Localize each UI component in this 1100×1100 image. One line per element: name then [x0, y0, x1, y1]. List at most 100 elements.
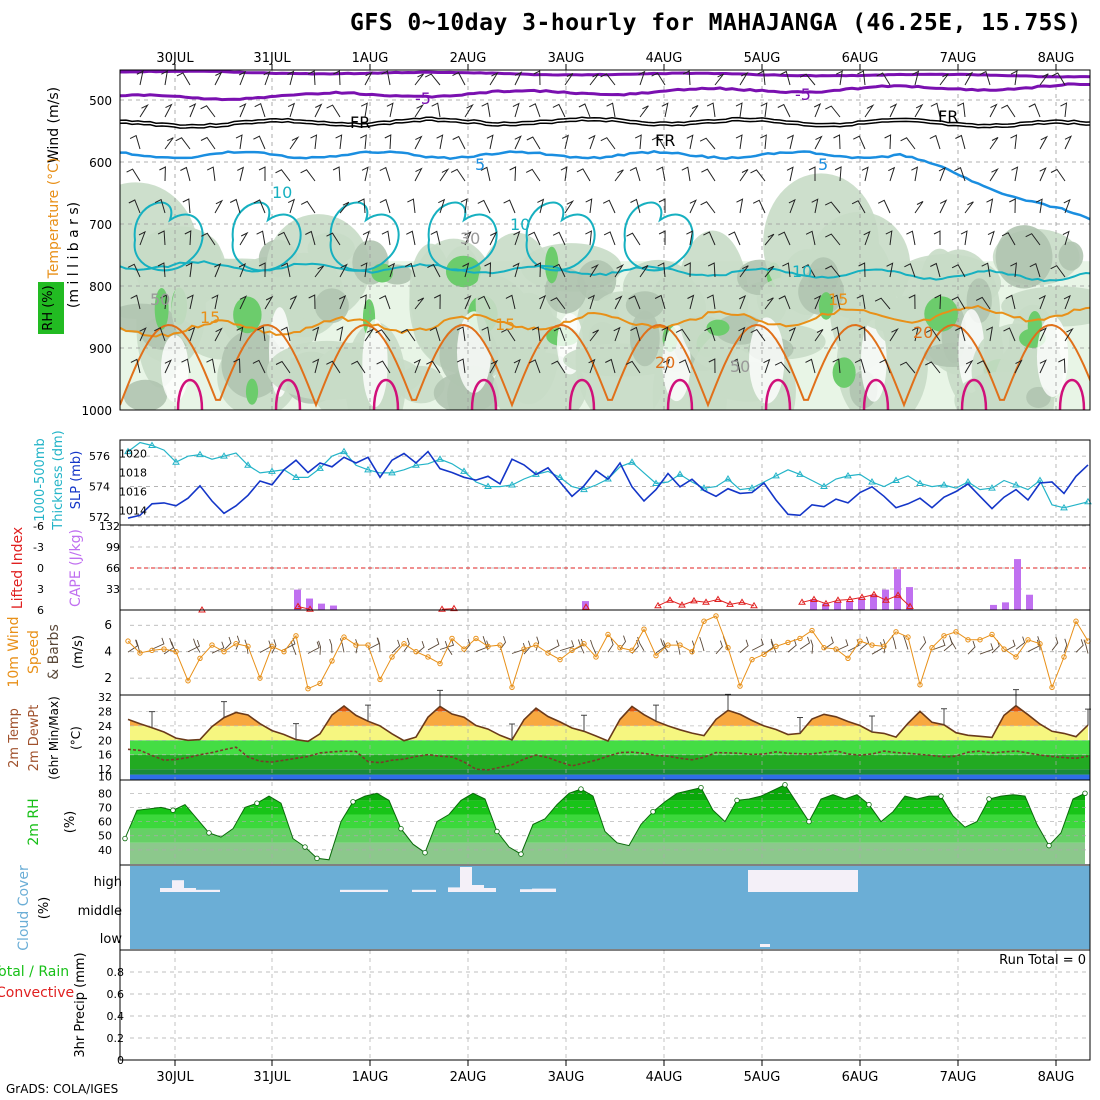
cape-bar: [1002, 602, 1009, 610]
wind-barb: [258, 262, 266, 278]
li-marker: [666, 596, 674, 603]
date-label-bottom: 1AUG: [352, 1070, 389, 1085]
wind-barb: [587, 294, 595, 310]
wind-barb: [814, 295, 822, 310]
cloud-high-gap: [424, 889, 436, 892]
contour-label: 50: [730, 357, 750, 376]
wind10m-marker: [845, 655, 851, 661]
wind10m-marker: [149, 647, 155, 654]
wind-barb: [238, 70, 247, 86]
li-segment: [813, 599, 827, 605]
contour-p10-cell: [623, 201, 694, 272]
wind10m-marker: [581, 641, 587, 647]
wind-barb: [257, 326, 266, 342]
date-label-top: 4AUG: [646, 51, 683, 66]
wind10m-marker: [125, 638, 131, 644]
wind-label-unit: (m/s): [71, 635, 86, 669]
wind-barb: [739, 169, 749, 182]
wind-barb: [157, 230, 166, 246]
wind-barb: [180, 166, 191, 182]
cloud-high-gap: [196, 889, 208, 892]
wind-barb: [139, 103, 149, 118]
wind10m-marker: [293, 633, 299, 639]
date-label-top: 7AUG: [940, 51, 977, 66]
wind10m-marker: [929, 645, 935, 651]
wind10m-marker: [209, 642, 215, 648]
wind-barb: [786, 166, 794, 182]
wind-barb: [513, 230, 521, 246]
rh-band: [130, 828, 1085, 843]
wind10m-barb: [169, 638, 177, 653]
contour-p25: [470, 378, 498, 410]
wind-barb: [675, 328, 691, 342]
thickness-marker: [1060, 503, 1068, 511]
wind-barb: [564, 200, 575, 214]
date-label-bottom: 2AUG: [450, 1070, 487, 1085]
wind-barb: [934, 294, 942, 310]
wind-barb: [1005, 294, 1016, 310]
wind-barb: [752, 199, 766, 214]
wind10m-marker: [725, 645, 731, 651]
wind10m-marker: [737, 683, 743, 689]
wind-barb: [854, 358, 866, 374]
rh-shade-blob: [314, 288, 349, 324]
wind-barb: [656, 166, 666, 182]
cape-bar: [846, 601, 853, 610]
wind10m-barb: [307, 641, 320, 654]
li-tick: -3: [33, 541, 44, 554]
wind-barb: [960, 230, 968, 246]
wind-label-2: Speed: [26, 630, 42, 674]
wind-barb: [414, 167, 423, 182]
wind10m-barb: [535, 636, 540, 651]
rh2m-marker: [578, 786, 584, 792]
wind-barb: [477, 295, 491, 310]
wind-barb: [361, 166, 369, 182]
contour-m5: [120, 82, 1090, 102]
panel-frames: [119, 64, 1091, 1066]
wind-barb: [603, 231, 616, 246]
cloud-high-gap: [160, 888, 172, 892]
wind-barb: [704, 326, 716, 342]
cape-bar: [822, 603, 829, 610]
wind-barb: [951, 296, 966, 310]
wind-barb: [1038, 294, 1046, 310]
wind10m-marker: [785, 639, 791, 646]
wind-barb: [206, 358, 216, 374]
wind-barb: [214, 71, 223, 86]
thickness-marker: [172, 458, 180, 465]
cape-bar: [894, 569, 901, 610]
cloud-high-gap: [412, 889, 424, 892]
wind10m-marker: [833, 646, 839, 652]
wind-barb: [811, 198, 819, 214]
wind-barb: [236, 326, 244, 342]
wind-barb: [289, 295, 298, 310]
wind-barb: [335, 134, 343, 150]
contour-p25: [666, 378, 694, 410]
wind-barb: [739, 265, 749, 278]
rh2m-marker: [350, 799, 356, 805]
contour-p10-cell: [427, 201, 498, 272]
temp-label-4: (°C): [69, 726, 83, 750]
wind-barb: [576, 168, 591, 182]
li-marker: [306, 605, 314, 612]
upper-ytick: 700: [89, 218, 112, 232]
wind10m-marker: [533, 642, 539, 648]
wind10m-marker: [917, 682, 923, 688]
wind-barb: [489, 71, 499, 86]
wind-barb: [863, 230, 871, 246]
wind10m-marker: [485, 643, 491, 650]
wind-barb: [728, 231, 741, 246]
wind-tick: 6: [104, 618, 112, 632]
rh2m-marker: [254, 800, 260, 806]
wind10m-marker: [1049, 684, 1055, 691]
cape-bar: [906, 587, 913, 610]
wind-barb: [1003, 327, 1016, 342]
wind10m-marker: [461, 646, 467, 652]
wind-barb: [176, 72, 191, 86]
wind-barb: [561, 134, 569, 150]
wind-barb: [509, 166, 517, 182]
thickness-marker: [292, 473, 300, 480]
wind-barb: [964, 71, 974, 86]
wind-barb: [160, 294, 168, 310]
rh-shade-blob: [808, 257, 839, 294]
